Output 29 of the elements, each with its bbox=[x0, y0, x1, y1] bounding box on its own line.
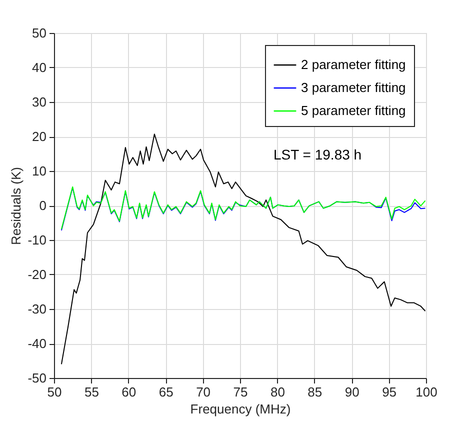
x-tick-label: 90 bbox=[344, 384, 360, 400]
x-tick-label: 60 bbox=[122, 384, 136, 400]
legend-label: 3 parameter fitting bbox=[301, 80, 406, 95]
y-tick-label: 40 bbox=[32, 60, 46, 75]
x-tick-label: 100 bbox=[416, 384, 438, 400]
x-tick-label: 75 bbox=[233, 384, 248, 400]
x-tick-label: 65 bbox=[158, 384, 174, 400]
y-tick-label: 50 bbox=[32, 26, 46, 40]
x-tick-label: 55 bbox=[84, 384, 99, 400]
y-tick-label: 20 bbox=[32, 129, 46, 144]
y-tick-label: -40 bbox=[28, 336, 46, 351]
x-tick-label: 50 bbox=[47, 384, 62, 400]
x-tick-label: 70 bbox=[196, 384, 211, 400]
x-axis-title: Frequency (MHz) bbox=[190, 402, 291, 416]
legend-label: 2 parameter fitting bbox=[301, 57, 406, 72]
y-tick-label: 30 bbox=[32, 94, 46, 110]
x-tick-label: 80 bbox=[270, 384, 285, 400]
y-tick-label: -10 bbox=[28, 232, 46, 248]
y-tick-label: -30 bbox=[28, 302, 46, 316]
y-tick-label: -50 bbox=[28, 370, 46, 386]
y-tick-label: 10 bbox=[32, 164, 46, 178]
x-tick-label: 85 bbox=[308, 384, 322, 400]
legend-label: 5 parameter fitting bbox=[301, 103, 406, 118]
y-axis-title: Residuals (K) bbox=[8, 166, 24, 246]
line-series bbox=[60, 134, 426, 365]
y-tick-label: -20 bbox=[28, 267, 46, 282]
x-tick-label: 95 bbox=[382, 384, 397, 400]
y-tick-label: 0 bbox=[39, 198, 46, 213]
annotation: LST = 19.83 h bbox=[273, 146, 362, 162]
